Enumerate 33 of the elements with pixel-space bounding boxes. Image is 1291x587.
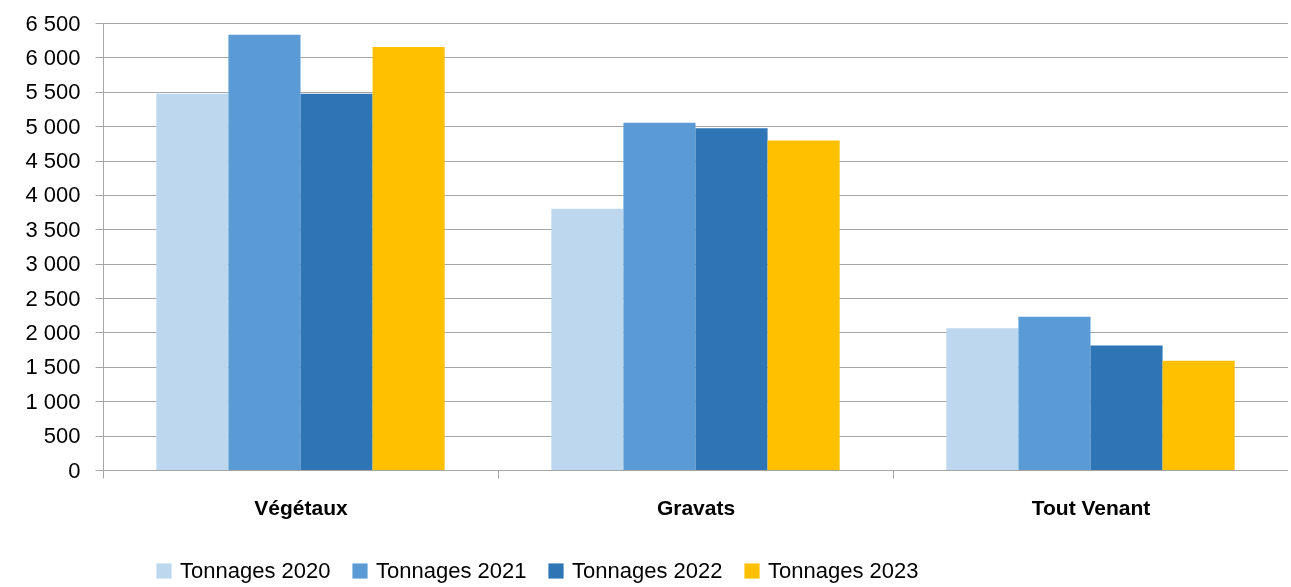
y-tick-label: 3 000 xyxy=(25,251,81,277)
y-tick-label: 5 500 xyxy=(25,79,81,105)
y-tick-label: 1 500 xyxy=(25,354,81,380)
legend-label: Tonnages 2020 xyxy=(180,558,331,583)
legend-label: Tonnages 2023 xyxy=(768,558,919,583)
bar xyxy=(551,208,624,470)
bar xyxy=(946,328,1019,470)
x-tick-label: Végétaux xyxy=(254,495,349,519)
y-tick-label: 4 000 xyxy=(25,182,81,208)
bar xyxy=(695,128,768,470)
y-tick-label: 6 500 xyxy=(25,10,81,36)
y-tick-label: 3 500 xyxy=(25,216,81,242)
y-tick-label: 500 xyxy=(43,423,81,449)
bar xyxy=(156,93,229,470)
bar xyxy=(300,93,373,470)
bar xyxy=(623,122,696,470)
y-tick-label: 2 000 xyxy=(25,319,81,345)
bar xyxy=(228,34,301,470)
y-tick-label: 6 000 xyxy=(25,44,81,70)
y-tick-label: 0 xyxy=(68,457,81,483)
y-tick-label: 2 500 xyxy=(25,285,81,311)
legend-label: Tonnages 2021 xyxy=(376,558,527,583)
bar xyxy=(767,140,840,470)
y-tick-label: 5 000 xyxy=(25,113,81,139)
y-tick-label: 4 500 xyxy=(25,148,81,174)
bar xyxy=(1018,316,1091,470)
y-tick-label: 1 000 xyxy=(25,388,81,414)
bar xyxy=(1162,360,1235,470)
bar xyxy=(372,47,445,470)
x-tick-label: Tout Venant xyxy=(1031,495,1151,519)
legend-label: Tonnages 2022 xyxy=(572,558,723,583)
x-tick-label: Gravats xyxy=(656,495,736,519)
bar xyxy=(1090,345,1163,470)
